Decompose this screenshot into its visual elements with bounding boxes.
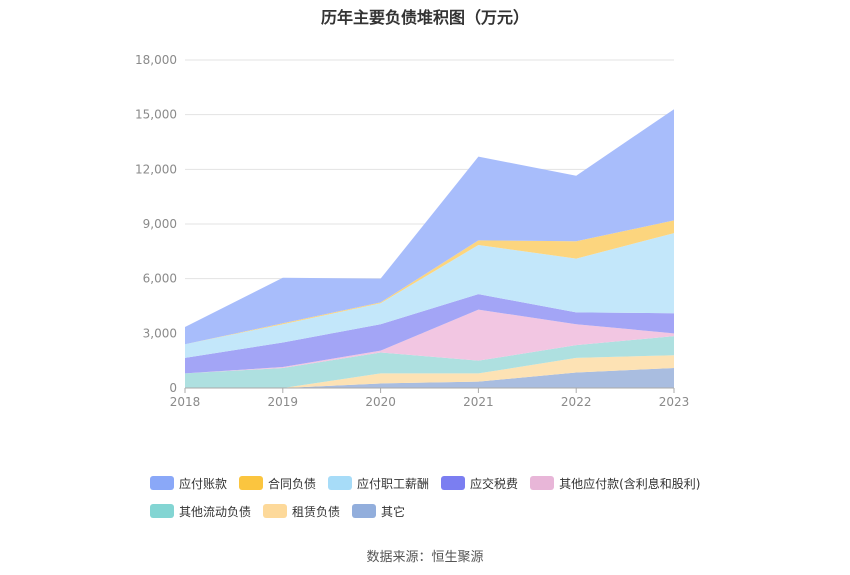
legend-swatch [150,476,174,490]
legend-swatch [441,476,466,490]
area-series [185,109,674,388]
legend-swatch [150,504,174,518]
y-tick-label: 9,000 [143,217,177,231]
area-其他应付款(含利息和股利) [185,309,674,374]
legend-swatch [263,504,288,518]
legend-label: 应交税费 [470,476,519,491]
x-tick-label: 2020 [365,395,396,409]
legend-item[interactable]: 租赁负债 [263,503,340,520]
y-tick-label: 12,000 [135,162,177,176]
x-tick-label: 2022 [561,395,592,409]
y-tick-label: 6,000 [143,272,177,286]
y-tick-label: 3,000 [143,326,177,340]
x-tick-label: 2023 [659,395,690,409]
y-tick-label: 18,000 [135,53,177,67]
legend-row-1: 应付账款 合同负债 应付职工薪酬 应交税费 其他应付款(含利息和股利) [150,472,750,494]
legend-label: 应付职工薪酬 [357,476,430,491]
legend: 应付账款 合同负债 应付职工薪酬 应交税费 其他应付款(含利息和股利) 其他流动负债 租赁… [150,472,750,528]
legend-item[interactable]: 应付职工薪酬 [328,475,429,492]
area-其他流动负债 [185,336,674,388]
legend-item[interactable]: 应付账款 [150,475,227,492]
legend-item[interactable]: 其他应付款(含利息和股利) [530,475,700,492]
x-tick-label: 2019 [268,395,299,409]
chart-title: 历年主要负债堆积图（万元） [320,8,529,27]
stacked-area-chart: 0 3,000 6,000 9,000 12,000 15,000 18,000 2018 20… [135,53,689,409]
y-tick-label: 0 [169,381,177,395]
legend-label: 合同负债 [268,476,317,491]
area-应交税费 [185,294,674,374]
area-其它 [185,367,674,388]
legend-item[interactable]: 其他流动负债 [150,503,251,520]
legend-label: 其他流动负债 [179,504,252,519]
legend-label: 其他应付款(含利息和股利) [559,476,701,491]
area-应付职工薪酬 [185,233,674,358]
legend-swatch [352,504,377,518]
area-租赁负债 [185,355,674,388]
legend-item[interactable]: 合同负债 [239,475,316,492]
legend-label: 其它 [381,504,406,519]
x-tick-label: 2018 [170,395,201,409]
x-tick-label: 2021 [463,395,494,409]
legend-item[interactable]: 应交税费 [441,475,518,492]
legend-item[interactable]: 其它 [352,503,405,520]
axes: 0 3,000 6,000 9,000 12,000 15,000 18,000 2018 20… [135,53,689,409]
area-应付账款 [185,109,674,345]
legend-row-2: 其他流动负债 租赁负债 其它 [150,500,750,522]
legend-swatch [328,476,353,490]
legend-swatch [530,476,555,490]
area-合同负债 [185,220,674,345]
legend-label: 应付账款 [179,476,228,491]
legend-label: 租赁负债 [292,504,341,519]
legend-swatch [239,476,264,490]
y-tick-label: 15,000 [135,108,177,122]
data-source-note: 数据来源：恒生聚源 [366,550,484,565]
